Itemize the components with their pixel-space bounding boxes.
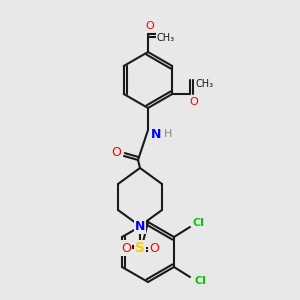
- Text: N: N: [151, 128, 161, 140]
- Text: O: O: [121, 242, 131, 254]
- Text: CH₃: CH₃: [195, 79, 213, 89]
- Text: O: O: [146, 21, 154, 31]
- Text: Cl: Cl: [192, 218, 204, 228]
- Text: CH₃: CH₃: [157, 33, 175, 43]
- Text: O: O: [111, 146, 121, 158]
- Text: H: H: [164, 129, 172, 139]
- Text: Cl: Cl: [194, 276, 206, 286]
- Text: N: N: [135, 220, 145, 232]
- Text: O: O: [149, 242, 159, 254]
- Text: S: S: [135, 241, 145, 255]
- Text: O: O: [190, 97, 199, 107]
